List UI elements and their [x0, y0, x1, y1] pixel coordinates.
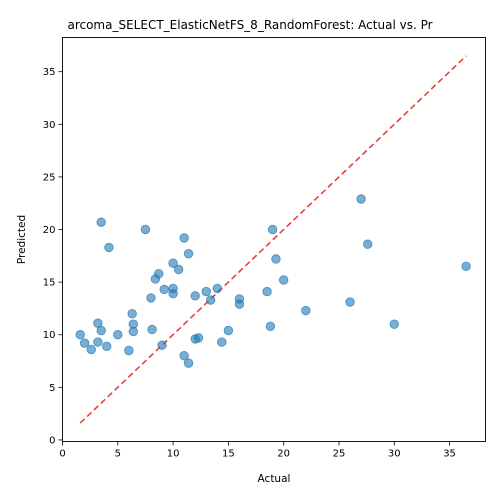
chart-title: arcoma_SELECT_ElasticNetFS_8_RandomFores…: [67, 18, 432, 32]
data-point-13: [128, 326, 138, 337]
x-tick-label: 15: [222, 449, 235, 460]
data-point-25: [179, 233, 189, 243]
y-axis-label: Predicted: [16, 215, 28, 264]
data-point-47: [363, 239, 373, 249]
data-point-15: [146, 293, 156, 303]
y-tick-label: 20: [43, 225, 56, 236]
data-point-23: [168, 288, 178, 299]
data-point-4: [93, 337, 103, 347]
reference-line: [79, 55, 467, 424]
y-tick-label: 10: [43, 330, 56, 341]
data-point-46: [356, 194, 366, 204]
y-tick-label: 25: [43, 172, 56, 183]
data-point-45: [345, 297, 355, 307]
data-point-2: [86, 344, 96, 355]
data-point-48: [389, 319, 399, 329]
x-tick-label: 10: [167, 449, 180, 460]
x-tick-label: 20: [277, 449, 290, 460]
data-point-18: [154, 268, 164, 279]
data-point-40: [265, 321, 276, 331]
plot-frame: [62, 37, 486, 442]
data-point-16: [147, 324, 157, 335]
y-tick-label: 0: [49, 435, 55, 446]
data-point-24: [173, 264, 184, 275]
data-point-42: [271, 254, 281, 264]
y-tick-label: 5: [49, 383, 55, 394]
data-point-31: [193, 333, 204, 343]
y-axis: 0 5 10 15 20 25 30 35: [43, 67, 63, 446]
data-point-49: [461, 261, 471, 272]
data-point-19: [157, 340, 167, 350]
data-point-29: [190, 291, 200, 301]
data-point-41: [267, 224, 278, 235]
x-tick-label: 25: [333, 449, 346, 460]
x-tick-label: 30: [388, 449, 401, 460]
data-point-34: [212, 283, 223, 294]
data-point-21: [168, 258, 178, 268]
x-axis-label: Actual: [258, 473, 291, 485]
data-point-14: [140, 224, 151, 235]
data-point-20: [159, 284, 169, 295]
data-point-28: [183, 358, 194, 368]
data-point-44: [301, 305, 311, 316]
data-point-0: [75, 330, 85, 340]
data-point-43: [278, 275, 289, 285]
y-tick-label: 30: [43, 120, 56, 131]
y-tick-label: 15: [43, 278, 56, 289]
data-point-8: [104, 242, 114, 253]
data-point-6: [96, 217, 106, 227]
data-point-5: [96, 325, 106, 336]
x-tick-label: 0: [59, 449, 65, 460]
data-point-26: [179, 351, 189, 361]
data-point-1: [79, 338, 90, 348]
x-axis: 0 5 10 15 20 25 30 35: [59, 441, 456, 460]
x-tick-label: 5: [115, 449, 121, 460]
data-point-38: [234, 299, 245, 309]
data-point-27: [183, 249, 194, 259]
y-tick-label: 35: [43, 67, 56, 78]
data-point-36: [223, 325, 234, 336]
data-point-32: [201, 286, 211, 297]
data-point-33: [205, 295, 216, 305]
data-point-35: [217, 337, 227, 347]
data-point-9: [113, 330, 123, 340]
data-point-7: [102, 341, 112, 351]
data-point-11: [127, 308, 137, 319]
x-tick-label: 35: [443, 449, 456, 460]
data-point-39: [262, 286, 272, 297]
data-point-10: [124, 345, 134, 356]
plot-area: [75, 55, 471, 424]
